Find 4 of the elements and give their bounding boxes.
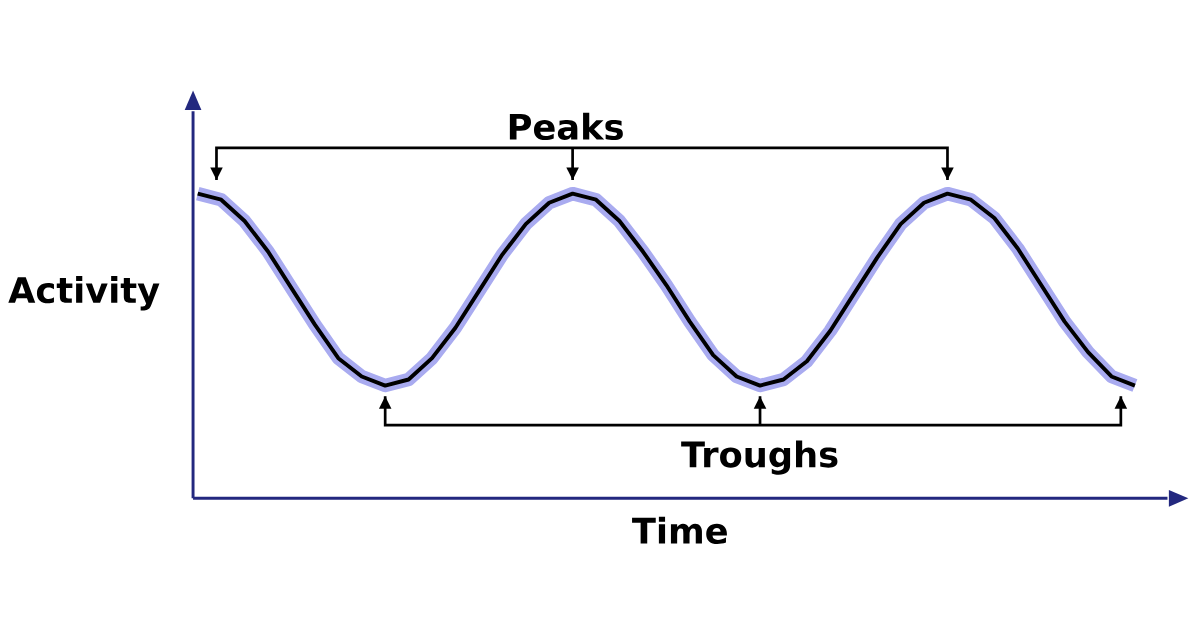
y-axis-title: Activity xyxy=(8,275,160,311)
text: Peaks xyxy=(509,112,623,140)
annotation: Troughs xyxy=(681,440,838,475)
x-axis-title: Time xyxy=(632,516,727,544)
